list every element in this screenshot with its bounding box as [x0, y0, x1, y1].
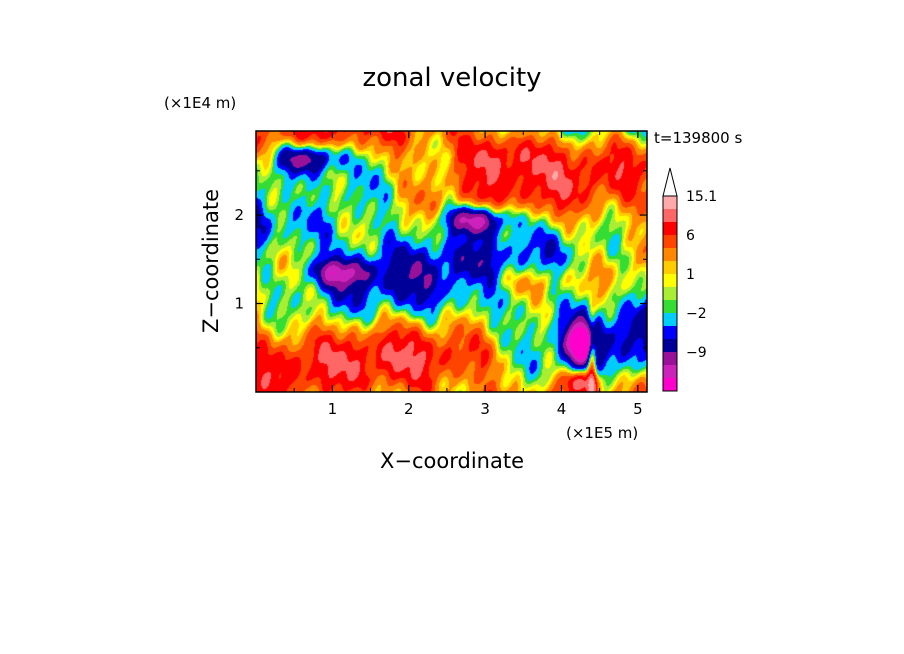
- heatmap-field: [256, 131, 647, 392]
- colorbar-band: [663, 196, 677, 209]
- plot-frame: [255, 130, 648, 393]
- x-tick-label: 2: [404, 400, 414, 418]
- colorbar-band: [663, 313, 677, 326]
- y-ticks: 12: [234, 170, 647, 349]
- colorbar-band: [663, 248, 677, 261]
- y-unit-label: (×1E4 m): [164, 94, 236, 112]
- colorbar-label: −2: [686, 306, 707, 322]
- y-tick-label: 1: [234, 295, 244, 313]
- x-tick-label: 4: [557, 400, 567, 418]
- velocity-field-image: [256, 131, 647, 392]
- y-tick-label: 2: [234, 206, 244, 224]
- chart-title: zonal velocity: [362, 63, 541, 93]
- x-tick-label: 5: [633, 400, 643, 418]
- colorbar-band: [663, 300, 677, 313]
- colorbar-band: [663, 261, 677, 274]
- colorbar-band: [663, 326, 677, 339]
- colorbar-label: 15.1: [686, 189, 717, 205]
- x-axis-label: X−coordinate: [380, 449, 524, 473]
- x-unit-label: (×1E5 m): [566, 424, 638, 442]
- colorbar-label: 6: [686, 228, 695, 244]
- colorbar-extend-arrow: [662, 167, 678, 197]
- colorbar-band: [663, 339, 677, 352]
- colorbar-band: [663, 235, 677, 248]
- colorbar-label: −9: [686, 345, 707, 361]
- colorbar-band: [663, 378, 677, 391]
- colorbar: 15.1 6 1 −2 −9: [662, 167, 717, 392]
- x-tick-label: 1: [328, 400, 338, 418]
- colorbar-label: 1: [686, 267, 695, 283]
- y-axis-label: Z−coordinate: [199, 189, 223, 333]
- time-label: t=139800 s: [654, 129, 742, 147]
- colorbar-band: [663, 209, 677, 222]
- colorbar-band: [663, 352, 677, 365]
- colorbar-band: [663, 287, 677, 300]
- colorbar-band: [663, 222, 677, 235]
- x-tick-label: 3: [480, 400, 490, 418]
- x-ticks: 1 2 3 4 5: [293, 131, 643, 418]
- colorbar-band: [663, 274, 677, 287]
- colorbar-band: [663, 365, 677, 378]
